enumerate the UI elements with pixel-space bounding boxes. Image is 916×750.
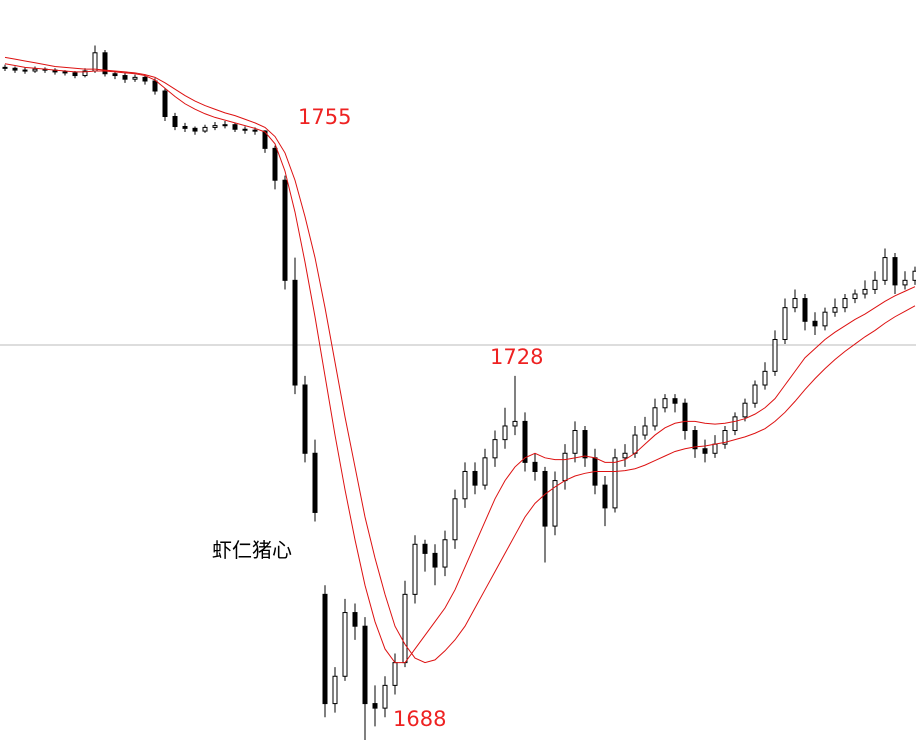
candle-body (892, 257, 898, 286)
candle-body (282, 179, 288, 281)
candle-body (162, 90, 168, 118)
candle-body (582, 430, 588, 459)
candle-body (782, 307, 788, 341)
candle-body (292, 279, 298, 386)
candle-body (12, 67, 18, 71)
candle-body (792, 298, 798, 309)
candle-body (332, 675, 338, 705)
candle-body (812, 320, 818, 327)
annotation: 1755 (298, 105, 351, 129)
candle-body (732, 416, 738, 432)
candle-body (92, 52, 98, 72)
candle-body (142, 76, 148, 82)
candle-body (882, 257, 888, 281)
candle-body (902, 279, 908, 286)
candle-body (432, 552, 438, 568)
candle-body (622, 452, 628, 459)
candle-body (502, 425, 508, 441)
candle-body (82, 70, 88, 77)
candle-body (762, 370, 768, 386)
candle-body (542, 470, 548, 527)
candle-body (252, 129, 258, 132)
candle-body (872, 279, 878, 290)
candle-body (122, 75, 128, 80)
candle-body (232, 124, 238, 130)
candle-body (322, 593, 328, 705)
candle-body (172, 116, 178, 128)
candle-body (102, 52, 108, 75)
candle-body (192, 127, 198, 132)
candle-body (262, 130, 268, 149)
candle-body (862, 288, 868, 295)
caption: 虾仁猪心 (212, 538, 292, 562)
candle-body (272, 147, 278, 181)
candle-body (482, 457, 488, 486)
candle-body (22, 69, 28, 72)
candle-body (832, 307, 838, 313)
candle-body (472, 470, 478, 486)
candle-body (552, 480, 558, 527)
candle-body (202, 126, 208, 132)
candle-body (572, 430, 578, 454)
candle-body (462, 470, 468, 500)
candle-body (182, 126, 188, 129)
candle-body (712, 443, 718, 454)
candle-body (422, 543, 428, 554)
candle-body (392, 662, 398, 686)
candle-body (342, 612, 348, 677)
annotation: 1688 (393, 707, 446, 731)
candle-body (412, 543, 418, 595)
candle-body (642, 425, 648, 436)
candle-body (702, 448, 708, 454)
candle-body (522, 420, 528, 463)
candle-body (842, 298, 848, 309)
candle-body (612, 457, 618, 509)
candle-body (722, 430, 728, 445)
candle-body (352, 612, 358, 627)
candle-body (152, 80, 158, 92)
candle-body (242, 128, 248, 131)
candle-body (302, 384, 308, 454)
candle-body (32, 68, 38, 72)
candle-body (492, 439, 498, 459)
candle-body (112, 73, 118, 77)
candle-body (382, 684, 388, 709)
candle-body (632, 434, 638, 454)
candle-body (402, 593, 408, 664)
moving-average (4, 56, 916, 664)
candle-body (372, 703, 378, 709)
candle-body (652, 407, 658, 427)
candle-body (602, 484, 608, 509)
candle-body (62, 71, 68, 74)
candle-body (752, 384, 758, 404)
candle-body (452, 498, 458, 541)
candle-body (742, 402, 748, 418)
candle-body (442, 539, 448, 568)
candle-body (912, 270, 916, 281)
candle-body (822, 311, 828, 327)
candle-body (662, 398, 668, 409)
candle-body (852, 293, 858, 300)
candle-body (222, 124, 228, 127)
candle-body (362, 625, 368, 705)
candle-body (212, 125, 218, 128)
candle-body (72, 72, 78, 77)
candle-body (802, 298, 808, 322)
moving-average (4, 63, 916, 664)
annotation: 1728 (490, 345, 543, 369)
candle-body (2, 66, 8, 69)
candle-body (532, 461, 538, 472)
candle-body (312, 452, 318, 513)
candle-body (672, 398, 678, 404)
candle-body (772, 339, 778, 372)
candle-body (512, 420, 518, 427)
candle-body (682, 402, 688, 432)
candle-body (562, 452, 568, 482)
candle-body (132, 76, 138, 80)
candle-body (692, 430, 698, 450)
